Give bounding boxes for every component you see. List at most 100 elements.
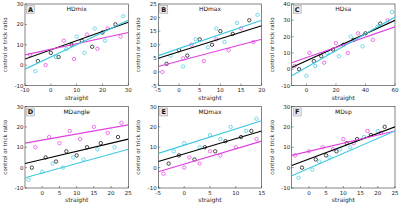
x-tick-label: 10 (73, 87, 80, 93)
x-tick-label: 10 (232, 190, 239, 196)
scatter-point (106, 131, 109, 134)
y-axis-label: control or trick ratio (269, 119, 275, 174)
scatter-point (248, 19, 251, 22)
x-tick-label: 20 (332, 87, 339, 93)
x-tick-label: 5 (58, 190, 62, 196)
scatter-point (366, 129, 369, 132)
panel-title: MDmax (199, 108, 222, 115)
scatter-point (181, 65, 184, 68)
fit-line (25, 125, 128, 143)
scatter-point (229, 125, 232, 128)
scatter-point (75, 154, 78, 157)
y-tick (25, 126, 27, 127)
fit-line (158, 141, 261, 172)
data-layer (25, 121, 128, 181)
y-tick-label: 0 (287, 165, 291, 171)
x-tick (128, 186, 129, 188)
scatter-point (376, 129, 379, 132)
scatter-point (51, 162, 54, 165)
scatter-point (337, 54, 340, 57)
x-tick (93, 186, 94, 188)
y-tick-label: 20 (283, 34, 290, 40)
x-tick-label: 0 (40, 190, 44, 196)
data-layer (158, 117, 261, 175)
x-tick-label: 25 (392, 190, 399, 196)
y-tick-label: 10 (150, 42, 157, 48)
x-tick-label: 10 (73, 190, 80, 196)
fit-line (292, 127, 395, 166)
scatter-point (235, 21, 238, 24)
y-tick (292, 106, 294, 107)
y-tick-label: 20 (150, 15, 157, 21)
x-tick (199, 84, 200, 86)
x-axis-label: straight (198, 94, 222, 102)
scatter-point (54, 55, 57, 58)
scatter-point (250, 129, 253, 132)
fit-line (292, 27, 395, 63)
scatter-point (27, 178, 30, 181)
scatter-point (54, 160, 57, 163)
x-tick (343, 186, 344, 188)
scatter-point (90, 45, 93, 48)
scatter-point (194, 38, 197, 41)
y-tick (292, 126, 294, 127)
y-tick-label: 30 (150, 104, 157, 110)
y-tick-label: 25 (150, 1, 157, 7)
scatter-point (58, 141, 61, 144)
fit-line (292, 17, 395, 76)
x-tick (111, 186, 112, 188)
scatter-point (113, 146, 116, 149)
scatter-point (68, 129, 71, 132)
y-tick (292, 188, 294, 189)
x-axis-label: straight (198, 196, 222, 204)
x-tick (235, 186, 236, 188)
scatter-point (305, 74, 308, 77)
x-axis-label: straight (332, 94, 356, 102)
y-tick-label: 0 (153, 165, 157, 171)
x-tick-label: 15 (258, 190, 265, 196)
scatter-point (198, 162, 201, 165)
y-tick-label: 10 (17, 144, 24, 150)
scatter-point (300, 166, 303, 169)
fit-line (25, 20, 128, 69)
y-axis-label: control or trick ratio (2, 17, 8, 72)
y-tick (292, 167, 294, 168)
x-tick (377, 186, 378, 188)
x-tick-label: 0 (307, 190, 311, 196)
panel-title: MDsp (335, 108, 352, 116)
scatter-point (361, 45, 364, 48)
y-tick-label: 30 (283, 17, 290, 23)
panel-title: HDmix (67, 5, 88, 12)
y-tick (25, 24, 27, 25)
fit-line (25, 149, 128, 178)
data-layer (158, 13, 261, 73)
scatter-point (206, 46, 209, 49)
y-tick (158, 31, 160, 32)
scatter-point (186, 54, 189, 57)
scatter-point (96, 47, 99, 50)
scatter-point (215, 27, 218, 30)
scatter-point (210, 43, 213, 46)
panel-title: HDsa (335, 5, 351, 12)
scatter-point (213, 150, 216, 153)
fit-line (25, 139, 128, 163)
plot-frame (158, 107, 261, 189)
y-tick-label: 0 (20, 62, 24, 68)
y-tick (292, 85, 294, 86)
scatter-point (342, 137, 345, 140)
y-tick (292, 36, 294, 37)
scatter-point (314, 158, 317, 161)
x-tick-label: 25 (125, 190, 132, 196)
y-tick (158, 106, 160, 107)
fit-line (25, 33, 128, 55)
x-tick (25, 84, 26, 86)
scatter-point (311, 168, 314, 171)
y-tick (158, 126, 160, 127)
scatter-point (346, 51, 349, 54)
x-tick-label: 0 (49, 87, 53, 93)
y-tick (158, 44, 160, 45)
x-tick (241, 84, 242, 86)
data-layer (292, 10, 395, 77)
x-tick (158, 186, 159, 188)
scatter-point (182, 166, 185, 169)
